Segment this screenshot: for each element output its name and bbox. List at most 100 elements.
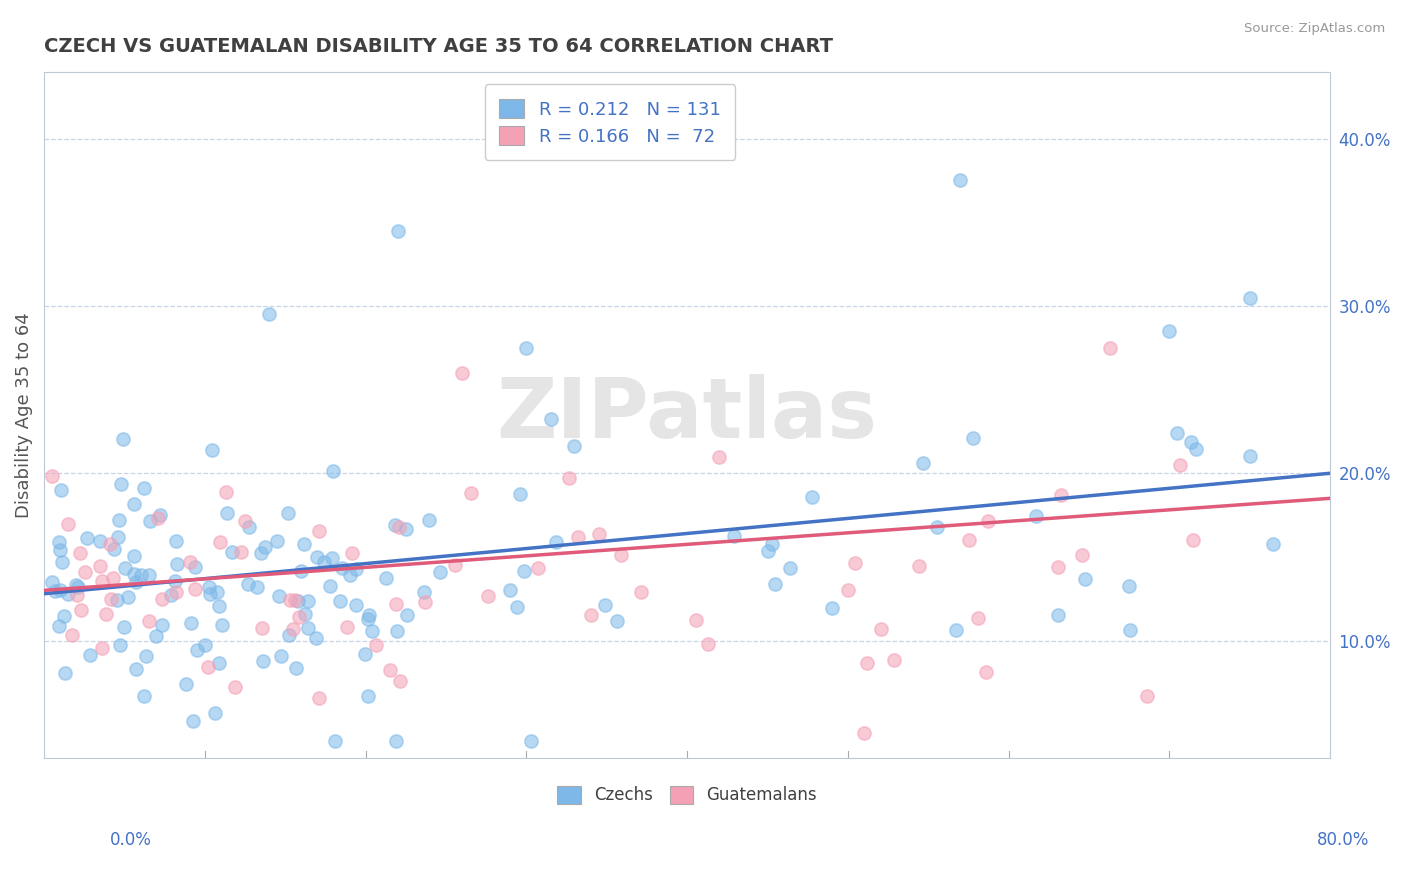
Point bbox=[150, 592, 173, 607]
Point bbox=[723, 529, 745, 543]
Point bbox=[179, 555, 201, 569]
Point bbox=[53, 666, 76, 681]
Point bbox=[685, 613, 707, 627]
Point bbox=[357, 689, 380, 703]
Point bbox=[761, 537, 783, 551]
Point bbox=[197, 660, 219, 674]
Point bbox=[977, 514, 1000, 528]
Point bbox=[132, 689, 155, 703]
Point bbox=[418, 513, 440, 527]
Point bbox=[290, 564, 312, 578]
Point bbox=[278, 628, 301, 642]
Point bbox=[336, 620, 359, 634]
Point bbox=[294, 607, 316, 621]
Point bbox=[90, 574, 112, 588]
Point bbox=[267, 589, 290, 603]
Point bbox=[1071, 548, 1094, 562]
Point bbox=[70, 603, 93, 617]
Point bbox=[1159, 324, 1181, 338]
Point bbox=[477, 589, 499, 603]
Point bbox=[1166, 425, 1188, 440]
Point bbox=[1118, 578, 1140, 592]
Point bbox=[138, 515, 160, 529]
Point bbox=[1119, 624, 1142, 638]
Point bbox=[160, 588, 183, 602]
Point bbox=[205, 585, 228, 599]
Point bbox=[75, 565, 97, 579]
Point bbox=[66, 588, 89, 602]
Point bbox=[384, 734, 406, 748]
Point bbox=[330, 561, 353, 575]
Point bbox=[366, 638, 388, 652]
Point bbox=[763, 576, 786, 591]
Point bbox=[697, 636, 720, 650]
Point bbox=[329, 594, 352, 608]
Point bbox=[186, 643, 208, 657]
Point bbox=[610, 548, 633, 562]
Point bbox=[58, 587, 80, 601]
Point bbox=[204, 706, 226, 721]
Point bbox=[357, 612, 380, 626]
Point bbox=[305, 631, 328, 645]
Point bbox=[1136, 689, 1159, 703]
Point bbox=[821, 601, 844, 615]
Text: ZIPatlas: ZIPatlas bbox=[496, 374, 877, 455]
Point bbox=[512, 564, 534, 578]
Point bbox=[49, 583, 72, 598]
Point bbox=[278, 593, 301, 607]
Point bbox=[138, 615, 160, 629]
Point bbox=[962, 431, 984, 445]
Point bbox=[94, 607, 117, 622]
Point bbox=[396, 608, 419, 623]
Point bbox=[108, 638, 131, 652]
Point bbox=[558, 471, 581, 485]
Point bbox=[285, 661, 308, 675]
Point bbox=[91, 640, 114, 655]
Point bbox=[100, 537, 122, 551]
Y-axis label: Disability Age 35 to 64: Disability Age 35 to 64 bbox=[15, 312, 32, 517]
Point bbox=[165, 534, 187, 549]
Point bbox=[221, 545, 243, 559]
Point bbox=[66, 580, 89, 594]
Point bbox=[925, 520, 948, 534]
Point bbox=[208, 534, 231, 549]
Point bbox=[562, 439, 585, 453]
Point bbox=[579, 607, 602, 622]
Point bbox=[122, 549, 145, 563]
Point bbox=[69, 546, 91, 560]
Point bbox=[852, 725, 875, 739]
Point bbox=[110, 477, 132, 491]
Point bbox=[287, 594, 309, 608]
Point bbox=[567, 530, 589, 544]
Point bbox=[103, 541, 125, 556]
Point bbox=[250, 621, 273, 635]
Point bbox=[305, 550, 328, 565]
Point bbox=[100, 591, 122, 606]
Point bbox=[125, 575, 148, 590]
Point bbox=[117, 590, 139, 604]
Point bbox=[41, 574, 63, 589]
Point bbox=[284, 592, 307, 607]
Point bbox=[499, 582, 522, 597]
Point bbox=[339, 567, 361, 582]
Point bbox=[959, 533, 981, 547]
Point bbox=[385, 598, 408, 612]
Point bbox=[76, 531, 98, 545]
Point bbox=[138, 568, 160, 582]
Point bbox=[779, 561, 801, 575]
Point bbox=[384, 518, 406, 533]
Point bbox=[1239, 449, 1261, 463]
Point bbox=[129, 568, 152, 582]
Point bbox=[217, 506, 239, 520]
Point bbox=[198, 580, 221, 594]
Point bbox=[515, 341, 537, 355]
Point bbox=[1168, 458, 1191, 473]
Point bbox=[756, 544, 779, 558]
Point bbox=[855, 656, 877, 670]
Point bbox=[429, 566, 451, 580]
Point bbox=[215, 485, 238, 500]
Point bbox=[44, 583, 66, 598]
Point bbox=[509, 487, 531, 501]
Point bbox=[53, 609, 76, 624]
Point bbox=[184, 560, 207, 574]
